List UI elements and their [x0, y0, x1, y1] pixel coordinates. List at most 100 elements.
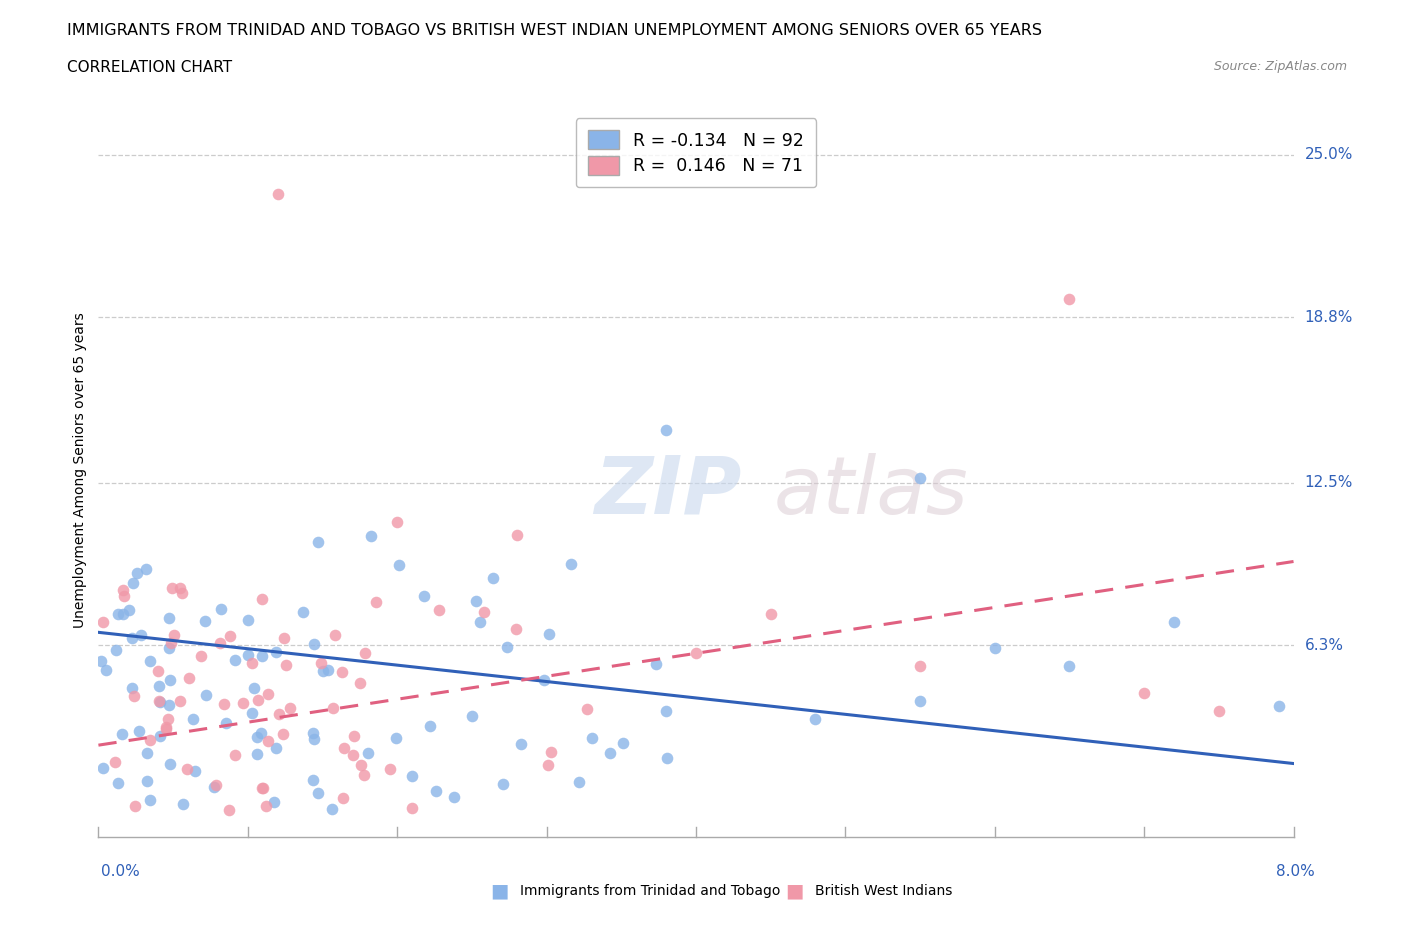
Point — [181, 711, 204, 726]
Point — [111, 726, 134, 741]
Text: Immigrants from Trinidad and Tobago: Immigrants from Trinidad and Tobago — [520, 884, 780, 898]
Point — [257, 687, 280, 702]
Point — [274, 658, 297, 672]
Point — [321, 802, 343, 817]
Point — [464, 593, 486, 608]
Point — [1163, 615, 1185, 630]
Text: ■: ■ — [785, 882, 804, 900]
Point — [378, 762, 401, 777]
Point — [194, 688, 217, 703]
Text: 12.5%: 12.5% — [1305, 475, 1353, 490]
Point — [257, 734, 280, 749]
Point — [908, 470, 931, 485]
Point — [240, 656, 263, 671]
Point — [425, 783, 447, 798]
Text: 0.0%: 0.0% — [101, 864, 141, 879]
Point — [332, 664, 354, 679]
Point — [157, 610, 180, 625]
Text: atlas: atlas — [773, 453, 969, 531]
Point — [568, 774, 591, 789]
Text: British West Indians: British West Indians — [815, 884, 953, 898]
Point — [388, 558, 411, 573]
Point — [496, 640, 519, 655]
Point — [246, 747, 269, 762]
Point — [202, 780, 225, 795]
Point — [209, 602, 232, 617]
Point — [135, 562, 157, 577]
Point — [384, 731, 406, 746]
Point — [194, 613, 217, 628]
Point — [155, 722, 177, 737]
Point — [267, 707, 290, 722]
Point — [124, 799, 146, 814]
Point — [505, 621, 527, 636]
Point — [104, 754, 127, 769]
Point — [247, 693, 270, 708]
Point — [332, 741, 354, 756]
Text: 6.3%: 6.3% — [1305, 638, 1344, 653]
Point — [354, 646, 377, 661]
Point — [96, 663, 118, 678]
Point — [413, 589, 436, 604]
Text: Source: ZipAtlas.com: Source: ZipAtlas.com — [1213, 60, 1347, 73]
Point — [350, 757, 373, 772]
Point — [146, 663, 169, 678]
Point — [118, 603, 141, 618]
Point — [984, 641, 1007, 656]
Point — [506, 528, 529, 543]
Point — [357, 746, 380, 761]
Point — [121, 681, 143, 696]
Text: CORRELATION CHART: CORRELATION CHART — [67, 60, 232, 75]
Point — [240, 706, 263, 721]
Point — [1133, 685, 1156, 700]
Point — [155, 720, 177, 735]
Point — [121, 631, 143, 645]
Point — [104, 643, 127, 658]
Point — [205, 777, 228, 792]
Point — [581, 730, 603, 745]
Point — [385, 514, 409, 529]
Point — [157, 698, 180, 712]
Point — [215, 715, 238, 730]
Point — [218, 803, 240, 817]
Point — [243, 681, 266, 696]
Legend: R = -0.134   N = 92, R =  0.146   N = 71: R = -0.134 N = 92, R = 0.146 N = 71 — [576, 118, 815, 187]
Point — [316, 662, 339, 677]
Point — [160, 635, 183, 650]
Point — [1059, 292, 1081, 307]
Point — [759, 606, 782, 621]
Point — [172, 796, 194, 811]
Point — [482, 570, 505, 585]
Text: IMMIGRANTS FROM TRINIDAD AND TOBAGO VS BRITISH WEST INDIAN UNEMPLOYMENT AMONG SE: IMMIGRANTS FROM TRINIDAD AND TOBAGO VS B… — [67, 23, 1042, 38]
Point — [908, 693, 931, 708]
Point — [162, 580, 184, 595]
Point — [474, 604, 496, 619]
Point — [291, 604, 314, 619]
Point — [366, 595, 388, 610]
Point — [139, 792, 162, 807]
Point — [332, 790, 354, 805]
Point — [169, 694, 191, 709]
Point — [470, 615, 492, 630]
Point — [491, 777, 513, 792]
Point — [91, 615, 114, 630]
Point — [302, 773, 325, 788]
Point — [149, 695, 172, 710]
Point — [302, 725, 325, 740]
Point — [177, 671, 200, 685]
Point — [149, 728, 172, 743]
Point — [908, 659, 931, 674]
Text: ZIP: ZIP — [595, 453, 742, 531]
Point — [156, 711, 179, 726]
Point — [1267, 698, 1289, 713]
Point — [342, 748, 364, 763]
Point — [91, 761, 114, 776]
Point — [401, 800, 423, 815]
Point — [427, 603, 450, 618]
Point — [419, 719, 441, 734]
Point — [236, 612, 259, 627]
Point — [157, 641, 180, 656]
Point — [159, 756, 181, 771]
Point — [250, 780, 273, 795]
Point — [353, 767, 375, 782]
